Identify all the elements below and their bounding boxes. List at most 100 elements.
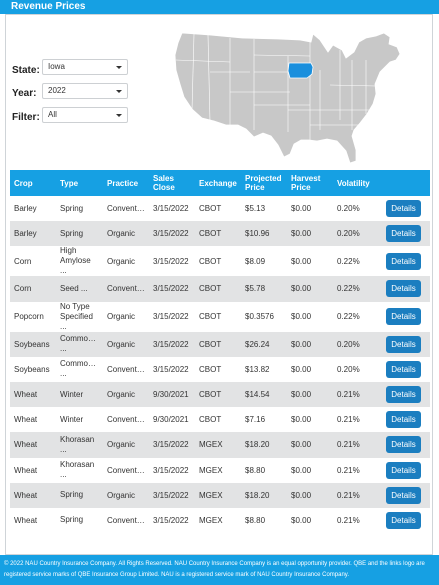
cell-action: Details [382,432,430,458]
cell-type: Winter [56,407,103,433]
cell-harvest: $0.00 [287,407,333,433]
cell-harvest: $0.00 [287,196,333,222]
column-header: Practice [103,170,149,196]
details-button[interactable]: Details [386,280,421,298]
column-header: Crop [10,170,56,196]
chevron-down-icon [116,90,122,93]
details-button[interactable]: Details [386,486,421,504]
cell-volatility: 0.20% [333,221,382,247]
cell-practice: Organic [103,381,149,408]
details-button[interactable]: Details [386,511,421,529]
state-select[interactable]: Iowa [42,59,128,75]
cell-exchange: CBOT [195,196,241,222]
cell-action: Details [382,246,430,277]
filter-select[interactable]: All [42,107,128,123]
details-button[interactable]: Details [386,360,421,378]
cell-practice: Conventi... [103,407,149,433]
cell-exchange: CBOT [195,276,241,302]
us-map-outline[interactable] [174,32,401,164]
cell-volatility: 0.20% [333,331,382,357]
cell-type: Commodity ... [56,356,103,382]
cell-volatility: 0.20% [333,356,382,382]
cell-crop: Wheat [10,407,56,433]
cell-projected: $26.24 [241,331,287,357]
details-button[interactable]: Details [386,308,421,326]
cell-practice: Organic [103,432,149,458]
cell-exchange: MGEX [195,457,241,483]
cell-volatility: 0.21% [333,407,382,433]
cell-projected: $18.20 [241,432,287,458]
table-row: Wheat Spring Organic 3/15/2022 MGEX $18.20 $0.… [10,482,430,508]
cell-exchange: CBOT [195,221,241,247]
column-header: Exchange [195,170,241,196]
cell-type: Seed ... [56,276,103,302]
cell-sales-close: 3/15/2022 [149,507,195,534]
cell-action: Details [382,276,430,302]
cell-crop: Barley [10,196,56,222]
cell-crop: Barley [10,221,56,247]
table-row: Wheat Spring Conventi... 3/15/2022 MGEX $8.80… [10,507,430,534]
cell-exchange: CBOT [195,381,241,408]
cell-sales-close: 3/15/2022 [149,331,195,357]
cell-crop: Corn [10,246,56,277]
cell-volatility: 0.22% [333,301,382,332]
details-button[interactable]: Details [386,225,421,243]
cell-harvest: $0.00 [287,507,333,534]
us-state-map[interactable] [170,30,432,165]
cell-sales-close: 3/15/2022 [149,457,195,483]
cell-sales-close: 3/15/2022 [149,221,195,247]
chevron-down-icon [116,66,122,69]
cell-exchange: MGEX [195,507,241,534]
cell-practice: Organic [103,482,149,508]
table-row: Popcorn No Type Specified ... Organic 3/15/… [10,301,430,332]
cell-exchange: CBOT [195,407,241,433]
table-row: Soybeans Commodity ... Organic 3/15/2022 CBO… [10,331,430,357]
column-header [382,170,430,196]
cell-projected: $5.78 [241,276,287,302]
table-row: Barley Spring Organic 3/15/2022 CBOT $10.96 $0… [10,221,430,247]
cell-practice: Conventi... [103,507,149,534]
cell-action: Details [382,482,430,508]
cell-action: Details [382,221,430,247]
cell-crop: Wheat [10,381,56,408]
cell-harvest: $0.00 [287,381,333,408]
cell-crop: Wheat [10,482,56,508]
iowa-state-highlight[interactable] [287,62,314,79]
cell-crop: Popcorn [10,301,56,332]
cell-practice: Organic [103,221,149,247]
cell-action: Details [382,407,430,433]
cell-volatility: 0.22% [333,276,382,302]
details-button[interactable]: Details [386,200,421,218]
details-button[interactable]: Details [386,252,421,270]
cell-practice: Conventi... [103,276,149,302]
cell-action: Details [382,381,430,408]
cell-crop: Corn [10,276,56,302]
table-row: Wheat Khorasan ... Organic 3/15/2022 MGEX $18… [10,432,430,458]
cell-action: Details [382,507,430,534]
table-row: Barley Spring Conventi... 3/15/2022 CBOT $5.1… [10,196,430,222]
cell-practice: Conventi... [103,356,149,382]
table-row: Corn Seed ... Conventi... 3/15/2022 CBOT $5.7… [10,276,430,302]
details-button[interactable]: Details [386,335,421,353]
cell-volatility: 0.21% [333,482,382,508]
year-select[interactable]: 2022 [42,83,128,99]
details-button[interactable]: Details [386,461,421,479]
cell-practice: Organic [103,301,149,332]
chevron-down-icon [116,114,122,117]
table-row: Soybeans Commodity ... Conventi... 3/15/202… [10,356,430,382]
cell-projected: $7.16 [241,407,287,433]
details-button[interactable]: Details [386,411,421,429]
cell-harvest: $0.00 [287,246,333,277]
cell-harvest: $0.00 [287,432,333,458]
details-button[interactable]: Details [386,386,421,404]
cell-projected: $10.96 [241,221,287,247]
cell-exchange: MGEX [195,432,241,458]
cell-type: Khorasan ... [56,457,103,483]
cell-exchange: CBOT [195,356,241,382]
cell-type: No Type Specified ... [56,301,103,332]
details-button[interactable]: Details [386,436,421,454]
footer-copyright: © 2022 NAU Country Insurance Company. Al… [0,555,439,585]
cell-action: Details [382,301,430,332]
cell-projected: $8.09 [241,246,287,277]
cell-volatility: 0.22% [333,246,382,277]
